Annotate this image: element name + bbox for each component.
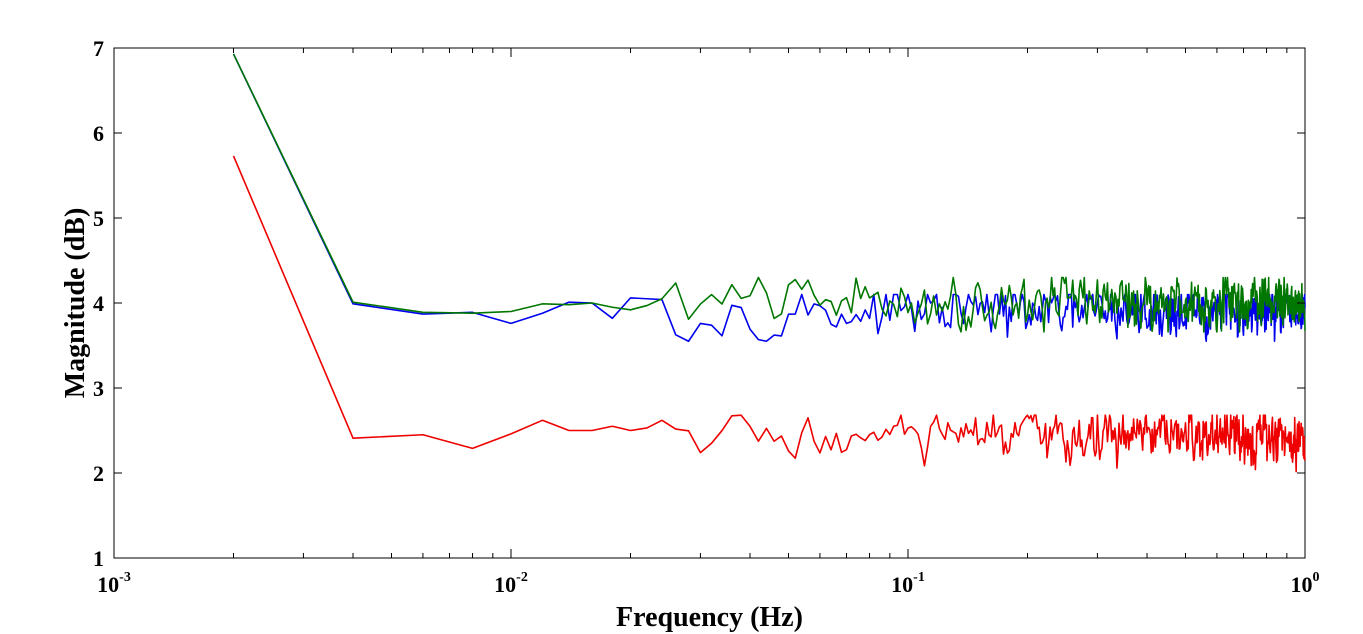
y-tick-label: 7 [93, 36, 104, 61]
x-tick-label: 10-2 [494, 570, 528, 597]
plot-area [113, 47, 1306, 559]
y-tick-label: 1 [93, 546, 104, 571]
x-tick-label: 100 [1291, 570, 1320, 597]
series-line-red [232, 155, 1306, 473]
x-tick-label: 10-3 [97, 570, 131, 597]
x-axis-title: Frequency (Hz) [616, 602, 803, 633]
y-tick-label: 4 [93, 291, 104, 316]
y-tick-label: 6 [93, 121, 104, 146]
y-tick-label: 3 [93, 376, 104, 401]
series-line-green [232, 53, 1306, 333]
y-axis-title: Magnitude (dB) [60, 208, 91, 399]
y-tick-label: 2 [93, 461, 104, 486]
x-tick-label: 10-1 [891, 570, 925, 597]
tick-layer: 1 2 3 4 5 6 7 10-3 10-2 10-1 100 [93, 36, 1320, 597]
series-layer [232, 53, 1306, 473]
y-tick-label: 5 [93, 206, 104, 231]
